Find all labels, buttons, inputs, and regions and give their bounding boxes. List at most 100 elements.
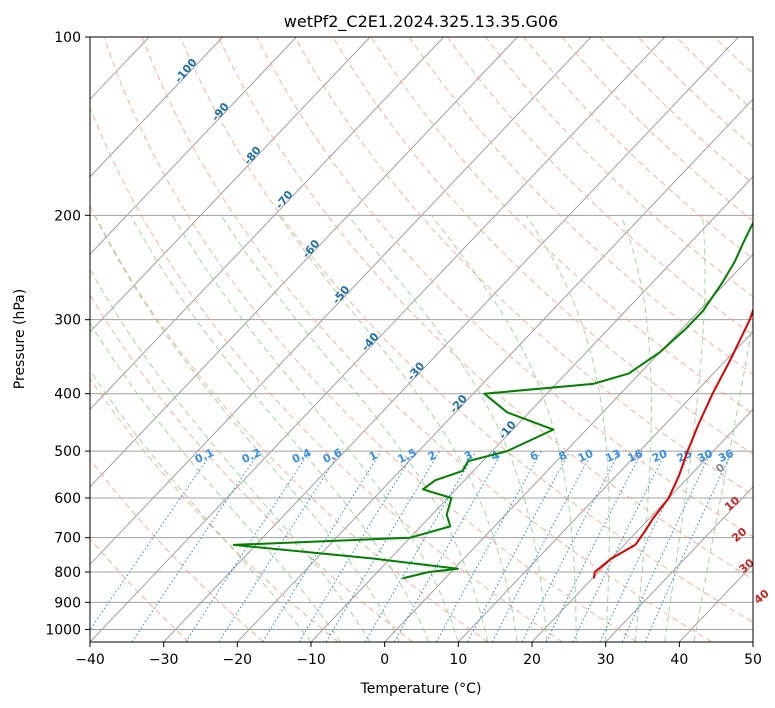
dry-adiabat-line bbox=[408, 37, 753, 375]
y-tick-label: 500 bbox=[54, 444, 81, 460]
chart-title: wetPf2_C2E1.2024.325.13.35.G06 bbox=[284, 12, 558, 32]
temperature-profile-line bbox=[592, 307, 753, 579]
mixing-ratio-line bbox=[262, 450, 382, 642]
dry-adiabat-line bbox=[294, 37, 753, 496]
y-axis-label: Pressure (hPa) bbox=[12, 289, 28, 389]
moist-adiabat-label: 30 bbox=[737, 556, 757, 576]
dry-adiabat-line bbox=[752, 37, 753, 39]
plot-frame bbox=[89, 36, 754, 643]
dry-adiabat-line bbox=[370, 37, 753, 415]
moist-adiabat-line bbox=[90, 321, 341, 642]
dry-adiabat-label: -80 bbox=[241, 144, 264, 168]
dry-adiabat-line bbox=[714, 37, 753, 75]
isotherm-line bbox=[90, 37, 592, 566]
mixing-ratio-line bbox=[131, 450, 261, 642]
y-tick-label: 1000 bbox=[45, 622, 81, 638]
dry-adiabat-line bbox=[523, 37, 753, 260]
moist-adiabat-line bbox=[278, 215, 518, 642]
mixing-ratio-line bbox=[218, 450, 341, 642]
dry-adiabat-line bbox=[90, 204, 488, 642]
mixing-ratio-label: 0.4 bbox=[290, 446, 313, 466]
dry-adiabat-line bbox=[141, 37, 712, 642]
dry-adiabat-line bbox=[599, 37, 753, 185]
y-tick-label: 700 bbox=[54, 531, 81, 547]
series-group bbox=[232, 220, 753, 580]
y-tick-label: 300 bbox=[54, 313, 81, 329]
isotherm-line bbox=[678, 563, 753, 642]
isotherm-line bbox=[457, 331, 753, 642]
mixing-ratio-line bbox=[298, 450, 416, 642]
dry-adiabat-label: -50 bbox=[330, 283, 353, 307]
dry-adiabat-line bbox=[217, 37, 753, 580]
isotherm-line bbox=[752, 641, 753, 642]
mixing-ratio-line bbox=[572, 450, 667, 642]
mixing-ratio-label: 16 bbox=[626, 447, 646, 465]
y-axis: 100 200 300 400 500 600 700 800 900 1000 bbox=[45, 30, 90, 638]
x-tick-label: 0 bbox=[380, 652, 389, 668]
dry-adiabat-label: -90 bbox=[209, 100, 232, 124]
y-tick-label: 900 bbox=[54, 595, 81, 611]
moist-adiabat-line bbox=[130, 215, 430, 642]
moist-adiabat-line bbox=[347, 215, 548, 642]
dry-adiabat-line bbox=[256, 37, 753, 538]
y-tick-label: 600 bbox=[54, 491, 81, 507]
dry-adiabat-label: -40 bbox=[359, 330, 382, 354]
moist-adiabat-line bbox=[90, 268, 371, 642]
mixing-ratio-line bbox=[90, 450, 214, 631]
dry-adiabat-line bbox=[90, 293, 414, 642]
dry-adiabat-line bbox=[332, 37, 753, 455]
isotherm-line bbox=[236, 98, 753, 642]
isotherm-line bbox=[90, 37, 297, 256]
mixing-ratio-label: 1.5 bbox=[396, 446, 419, 466]
mixing-ratio-label: 10 bbox=[576, 447, 596, 465]
y-tick-label: 100 bbox=[54, 30, 81, 46]
moist-adiabat-label: 20 bbox=[729, 525, 749, 545]
moist-adiabat-line bbox=[90, 369, 312, 642]
x-tick-label: 20 bbox=[523, 652, 541, 668]
mixing-ratio-line bbox=[467, 450, 571, 642]
mixing-ratio-label: 20 bbox=[650, 447, 670, 465]
isotherm-line bbox=[605, 486, 753, 642]
y-tick-label: 400 bbox=[54, 387, 81, 403]
mixing-ratio-label: 30 bbox=[695, 447, 715, 465]
y-tick-label: 800 bbox=[54, 565, 81, 581]
moist-adiabat-line bbox=[620, 215, 652, 642]
background-lines bbox=[0, 37, 753, 642]
x-tick-label: −20 bbox=[223, 652, 253, 668]
dry-adiabat-line bbox=[446, 37, 753, 336]
isotherm-line bbox=[90, 37, 445, 411]
x-axis-label: Temperature (°C) bbox=[360, 681, 482, 697]
mixing-ratio-line bbox=[644, 450, 733, 642]
dry-adiabat-line bbox=[179, 37, 753, 623]
moist-adiabat-line bbox=[94, 215, 400, 642]
moist-adiabat-label: 10 bbox=[722, 494, 742, 514]
moist-adiabat-line bbox=[431, 214, 577, 642]
dry-adiabat-line bbox=[561, 37, 753, 222]
dewpoint-profile-line bbox=[232, 220, 753, 580]
isotherm-line bbox=[90, 37, 518, 488]
dry-adiabat-line bbox=[637, 37, 753, 148]
mixing-ratio-line bbox=[435, 450, 542, 642]
dry-adiabat-line bbox=[90, 537, 190, 642]
mixing-ratio-label: 0.1 bbox=[193, 446, 216, 466]
mixing-ratio-label: 13 bbox=[603, 447, 622, 465]
dry-adiabat-line bbox=[485, 37, 753, 298]
y-tick-label: 200 bbox=[54, 208, 81, 224]
isotherm-line bbox=[531, 408, 753, 642]
mixing-ratio-line bbox=[185, 450, 311, 642]
dry-adiabat-label: -10 bbox=[496, 418, 519, 442]
x-tick-label: 30 bbox=[597, 652, 615, 668]
dry-adiabat-label: -60 bbox=[300, 237, 323, 261]
moist-adiabat-line bbox=[220, 215, 489, 642]
isotherm-line bbox=[0, 37, 2, 642]
mixing-ratio-label: 25 bbox=[675, 447, 694, 465]
mixing-ratio-line bbox=[545, 450, 643, 642]
x-tick-label: 40 bbox=[670, 652, 688, 668]
mixing-ratio-line bbox=[364, 450, 477, 642]
isotherm-line bbox=[90, 37, 371, 333]
moist-adiabat-line bbox=[664, 215, 706, 642]
x-axis: −40 −30 −20 −10 0 10 20 30 40 50 bbox=[75, 642, 762, 668]
moist-adiabat-line bbox=[171, 215, 459, 642]
isotherm-line bbox=[384, 253, 753, 642]
